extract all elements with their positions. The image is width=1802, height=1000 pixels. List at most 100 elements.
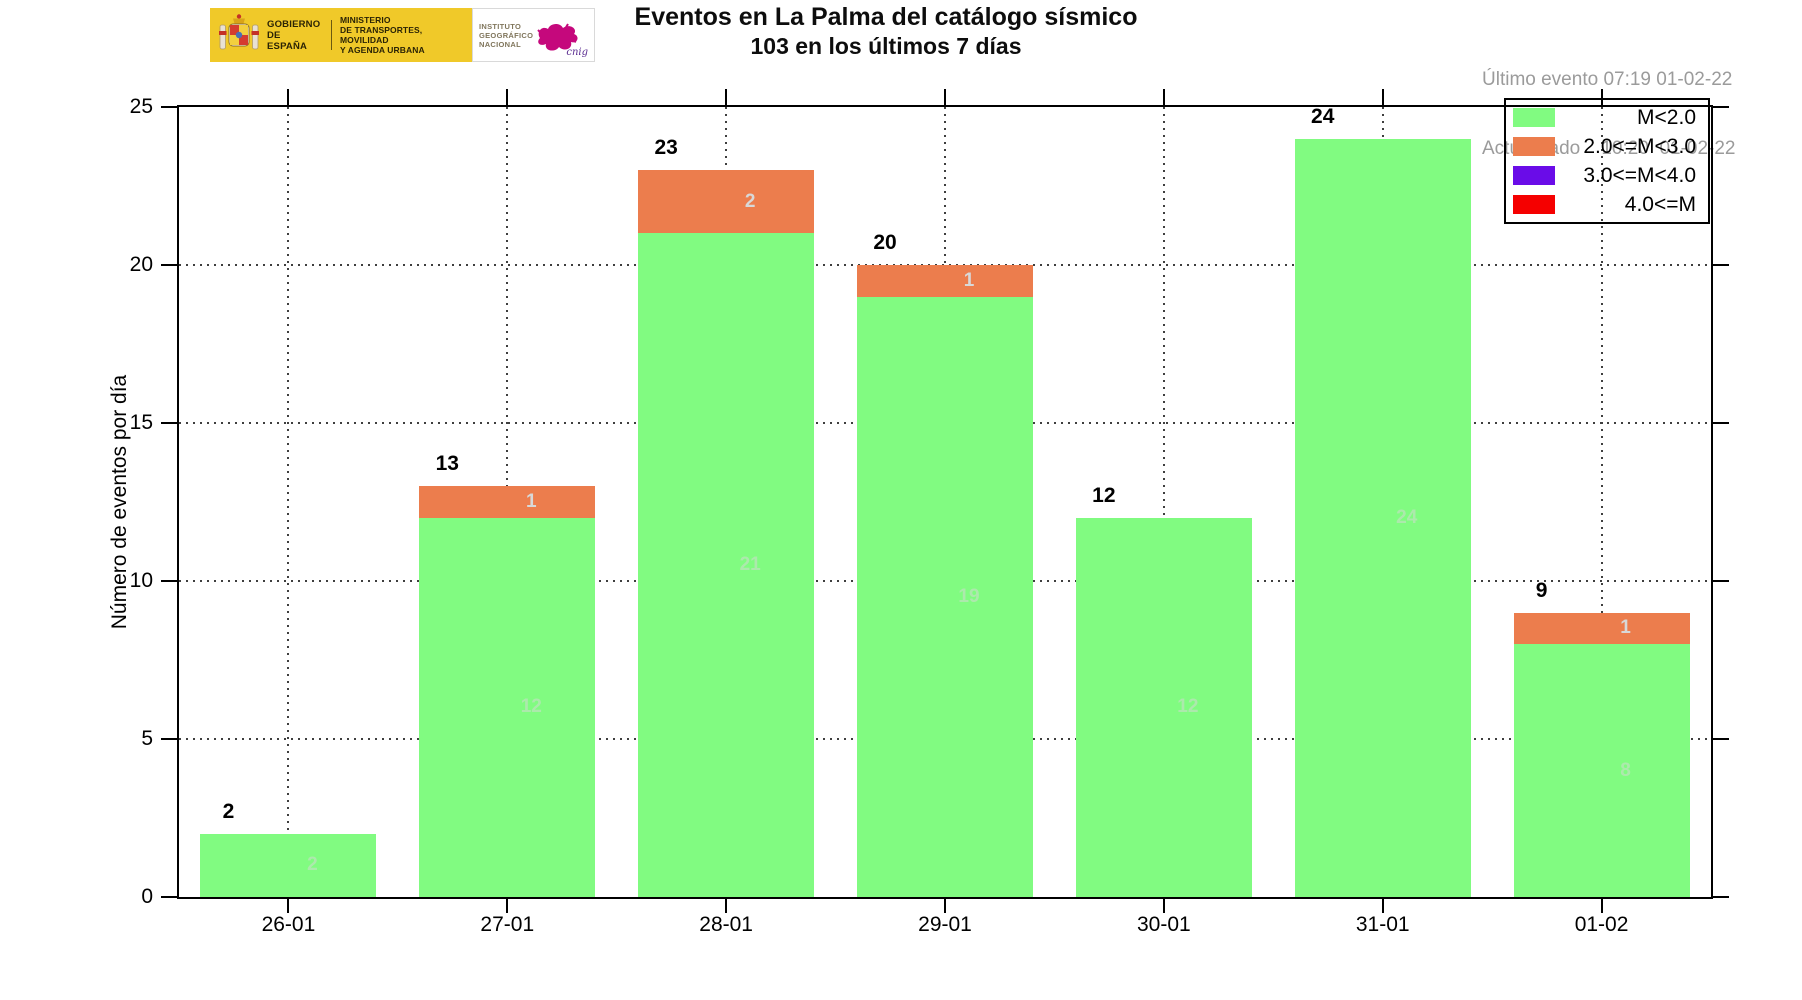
legend-item: 4.0<=M [1506,192,1708,218]
x-tick-label: 01-02 [1574,913,1629,936]
legend-swatch [1513,108,1555,127]
gridline-vertical [1162,107,1165,897]
x-axis-tick [725,899,728,913]
legend-item: 2.0<=M<3.0 [1506,134,1708,160]
instituto-line1: INSTITUTO [479,22,522,31]
x-axis-tick [506,899,509,913]
x-axis-tick [1162,899,1165,913]
x-tick-label: 28-01 [699,913,753,936]
y-tick-label: 15 [129,411,153,434]
gobierno-line2: DE ESPAÑA [267,29,308,52]
ign-header-logo: GOBIERNO DE ESPAÑA MINISTERIO DE TRANSPO… [210,8,595,62]
bar-28-01-segment: 21 [638,233,815,897]
bar-total-label: 9 [1535,578,1548,602]
bar-29-01-segment: 1 [857,265,1033,297]
legend-label: 4.0<=M [1624,192,1696,216]
bar-total-label: 2 [222,799,235,823]
legend-swatch [1513,137,1555,156]
chart-title-line1: Eventos en La Palma del catálogo sísmico [634,3,1138,31]
y-axis-tick [161,106,177,108]
bar-26-01-segment: 2 [200,833,377,897]
gridline-vertical [1600,107,1603,897]
y-axis-tick-mirror [1713,422,1729,424]
instituto-line2: GEOGRÁFICO [479,31,534,40]
bar-27-01-segment: 12 [419,517,596,897]
bar-total-label: 12 [1092,483,1116,507]
bar-29-01-segment: 19 [857,296,1033,897]
bar-01-02-segment: 1 [1513,612,1690,645]
bar-01-02-segment: 8 [1513,644,1690,897]
bar-segment-label: 1 [963,269,975,291]
legend-label: M<2.0 [1637,105,1696,129]
plot-area: 0 5 10 15 20 25 26-01 27-01 28-01 29-01 30-01 31-01… [130,89,1729,936]
x-tick-label: 26-01 [261,913,316,936]
ministerio-line2: DE TRANSPORTES, MOVILIDAD [339,25,423,45]
y-axis-tick-mirror [1713,106,1729,108]
bar-segment-label: 12 [520,696,542,718]
ign-box: INSTITUTO GEOGRÁFICO NACIONAL cnig [472,8,595,62]
x-axis-tick [287,899,290,913]
y-axis-tick [161,264,177,266]
chart-title: Eventos en La Palma del catálogo sísmico… [635,2,1138,60]
y-tick-label: 20 [129,253,153,276]
legend: M<2.0 2.0<=M<3.0 3.0<=M<4.0 4.0<=M [1504,98,1710,224]
x-tick-label: 31-01 [1355,913,1410,936]
x-axis-tick-mirror [1600,89,1603,105]
ministerio-line3: Y AGENDA URBANA [339,45,425,55]
legend-label: 3.0<=M<4.0 [1583,163,1696,187]
y-axis-tick-mirror [1713,738,1729,740]
instituto-text: INSTITUTO GEOGRÁFICO NACIONAL [479,22,533,49]
x-axis-tick-mirror [287,89,290,105]
last-event-label: Último evento 07:19 01-02-22 [1482,69,1733,90]
y-axis-tick [161,738,177,740]
chart-title-line2: 103 en los últimos 7 días [750,33,1022,59]
legend-item: 3.0<=M<4.0 [1506,163,1708,189]
bar-segment-label: 19 [958,585,980,607]
ministerio-text: MINISTERIO DE TRANSPORTES, MOVILIDAD Y A… [340,15,472,55]
bar-segment-label: 1 [525,490,537,512]
bar-segment-label: 24 [1396,506,1418,528]
legend-label: 2.0<=M<3.0 [1583,134,1696,158]
ministerio-line1: MINISTERIO [339,15,391,25]
bar-segment-label: 12 [1177,696,1199,718]
bar-30-01-segment: 12 [1075,517,1252,897]
x-tick-label: 29-01 [918,913,972,936]
bar-segment-label: 8 [1620,759,1631,781]
gobierno-line1: GOBIERNO [267,18,321,30]
y-tick-label: 0 [141,885,153,908]
bar-total-label: 23 [654,136,678,160]
instituto-line3: NACIONAL [479,40,521,49]
x-axis-tick-mirror [725,89,728,105]
bar-28-01-segment: 2 [638,170,815,234]
spain-coat-of-arms-icon [219,14,259,50]
bar-segment-label: 2 [307,854,318,876]
x-axis-tick-mirror [1162,89,1165,105]
y-tick-label: 25 [129,95,153,118]
gridline-vertical [287,107,290,897]
bar-total-label: 20 [873,231,897,254]
x-tick-label: 30-01 [1136,913,1191,936]
y-tick-label: 10 [129,569,153,592]
y-axis-tick [161,580,177,582]
logo-divider [330,20,332,50]
x-axis-tick-mirror [506,89,509,105]
x-axis-tick-mirror [944,89,946,105]
x-tick-label: 27-01 [480,913,535,936]
update-info: Último evento 07:19 01-02-22 Actualizado… [1482,22,1736,183]
bar-total-label: 13 [435,452,459,476]
y-tick-label: 5 [141,727,153,750]
y-axis-tick-mirror [1713,896,1729,898]
y-axis-tick-mirror [1713,264,1729,266]
y-axis-tick [161,896,177,898]
legend-swatch [1513,195,1555,214]
y-axis-tick-mirror [1713,580,1729,582]
legend-item: M<2.0 [1506,105,1708,131]
bar-segment-label: 1 [1620,617,1631,639]
x-axis-tick [1381,899,1384,913]
x-axis-tick [1600,899,1603,913]
bar-27-01-segment: 1 [419,486,596,518]
gobierno-banner: GOBIERNO DE ESPAÑA MINISTERIO DE TRANSPO… [210,8,472,62]
gobierno-text: GOBIERNO DE ESPAÑA [267,19,323,52]
bar-total-label: 24 [1311,104,1335,128]
x-axis-tick-mirror [1381,89,1384,105]
